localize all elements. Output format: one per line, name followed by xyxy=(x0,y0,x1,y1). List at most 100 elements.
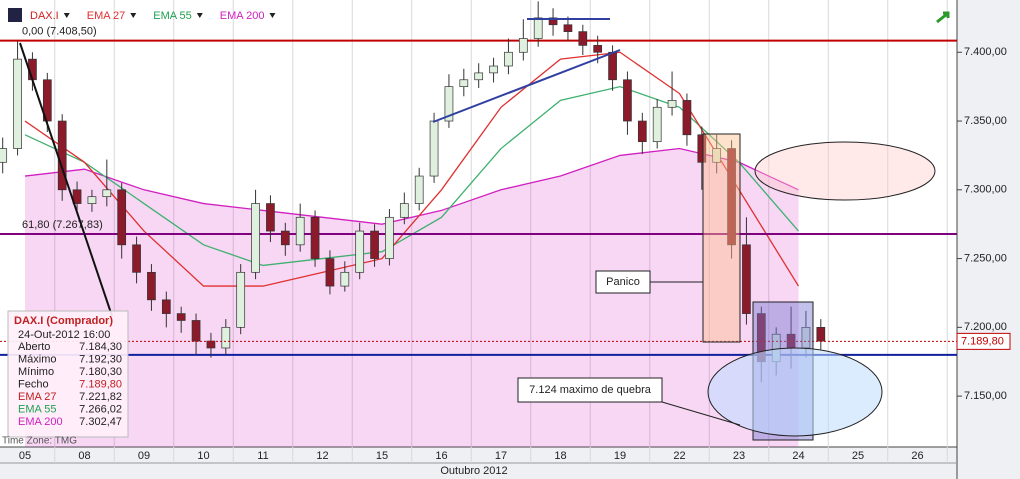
candle-body xyxy=(533,17,543,39)
legend-dropdown xyxy=(63,13,70,18)
candle-body xyxy=(414,175,424,204)
candle-body xyxy=(608,51,617,81)
x-tick-label: 24 xyxy=(792,450,804,462)
candle-body xyxy=(355,230,365,273)
candle-body xyxy=(176,313,186,321)
candle-body xyxy=(429,120,439,177)
candle-body xyxy=(310,216,320,259)
candle-body xyxy=(161,299,171,314)
level-label: 0,00 (7.408,50) xyxy=(22,25,97,37)
candle-body xyxy=(652,106,662,143)
trend-icon xyxy=(936,11,950,24)
candle-body xyxy=(816,326,826,342)
x-tick-label: 17 xyxy=(495,450,507,462)
y-tick-label: 7.300,00 xyxy=(964,184,1007,196)
level-label: 61,80 (7.267,83) xyxy=(22,219,103,231)
candle-body xyxy=(518,38,528,53)
info-label: Fecho xyxy=(18,378,49,390)
callout-text: 7.124 maximo de quebra xyxy=(529,384,652,396)
candle-body xyxy=(0,148,8,163)
symbol-icon xyxy=(8,8,22,22)
legend-label: EMA 55 xyxy=(153,10,192,22)
candle-body xyxy=(72,189,82,204)
last-price-label: 7.189,80 xyxy=(961,335,1004,347)
candle-body xyxy=(474,72,484,81)
candle-body xyxy=(459,79,469,87)
candle-body xyxy=(563,24,573,32)
candle-body xyxy=(727,148,736,246)
candle-body xyxy=(325,258,335,287)
last-price-box xyxy=(956,332,1011,350)
annotations: Panico 7.124 maximo de quebra xyxy=(19,11,950,441)
info-value: 7.180,30 xyxy=(79,366,122,378)
info-label: Máximo xyxy=(18,353,57,365)
candle-body xyxy=(385,216,394,259)
candle-body xyxy=(13,58,22,149)
candle-body xyxy=(236,271,246,328)
y-tick-label: 7.200,00 xyxy=(964,321,1007,333)
x-axis-title: Outubro 2012 xyxy=(440,465,507,477)
x-tick-label: 18 xyxy=(554,450,566,462)
x-tick-label: 22 xyxy=(673,450,685,462)
candle-body xyxy=(87,196,97,204)
candle-body xyxy=(593,45,603,53)
candle-body xyxy=(712,148,722,163)
x-tick-label: 15 xyxy=(376,450,388,462)
candle-body xyxy=(697,134,707,163)
candle-body xyxy=(295,216,305,246)
candle-body xyxy=(117,189,127,246)
candle-body xyxy=(132,244,141,273)
callout-text: Panico xyxy=(606,276,640,288)
candle-body xyxy=(206,340,216,349)
ema-area xyxy=(25,148,799,447)
legend-dropdown xyxy=(196,13,203,18)
info-value: 7.189,80 xyxy=(79,378,122,390)
candle-body xyxy=(191,320,201,342)
candle-body xyxy=(370,230,379,259)
ellipse xyxy=(754,141,936,201)
candle-body xyxy=(682,100,692,136)
candle-body xyxy=(251,203,260,273)
ema-line xyxy=(24,147,799,225)
candle-body xyxy=(578,31,588,46)
x-tick-label: 08 xyxy=(78,450,90,462)
candle-body xyxy=(399,203,409,218)
candle-body xyxy=(548,17,558,26)
info-bg xyxy=(7,310,129,438)
info-label: EMA 55 xyxy=(18,403,57,415)
x-tick-label: 12 xyxy=(316,450,328,462)
legend-dropdown xyxy=(130,13,137,18)
y-tick-label: 7.400,00 xyxy=(964,46,1007,58)
highlight-box xyxy=(702,133,741,343)
candle-body xyxy=(147,271,156,301)
info-value: 7.266,02 xyxy=(79,403,122,415)
legend-label: DAX.I xyxy=(30,10,59,22)
candle-body xyxy=(280,230,290,246)
callout-box xyxy=(595,270,651,294)
x-tick-label: 16 xyxy=(435,450,447,462)
y-tick-label: 7.350,00 xyxy=(964,115,1007,127)
info-title: DAX.I (Comprador) xyxy=(14,315,113,327)
legend-label: EMA 200 xyxy=(220,10,265,22)
candle-body xyxy=(637,120,647,143)
x-tick-label: 09 xyxy=(138,450,150,462)
candle-body xyxy=(489,65,498,74)
info-rows: Aberto 7.184,30 Máximo 7.192,30 Mínimo 7.180,… xyxy=(18,341,122,428)
legend: DAX.I EMA 27 EMA 55 EMA 200 xyxy=(8,8,276,22)
x-tick-label: 26 xyxy=(911,450,923,462)
candle-body xyxy=(504,51,513,67)
info-label: EMA 27 xyxy=(18,391,57,403)
info-value: 7.192,30 xyxy=(79,353,122,365)
x-tick-label: 10 xyxy=(197,450,209,462)
candle-body xyxy=(340,271,350,287)
legend-dropdown xyxy=(269,13,276,18)
info-date: 24-Out-2012 16:00 xyxy=(18,329,110,341)
candle-body xyxy=(444,86,454,122)
info-box: DAX.I (Comprador) 24-Out-2012 16:00 Aber… xyxy=(7,310,129,438)
x-tick-label: 25 xyxy=(852,450,864,462)
y-axis-bg xyxy=(957,0,1020,479)
info-label: Mínimo xyxy=(18,366,54,378)
x-tick-label: 11 xyxy=(257,450,268,462)
info-value: 7.184,30 xyxy=(79,341,122,353)
